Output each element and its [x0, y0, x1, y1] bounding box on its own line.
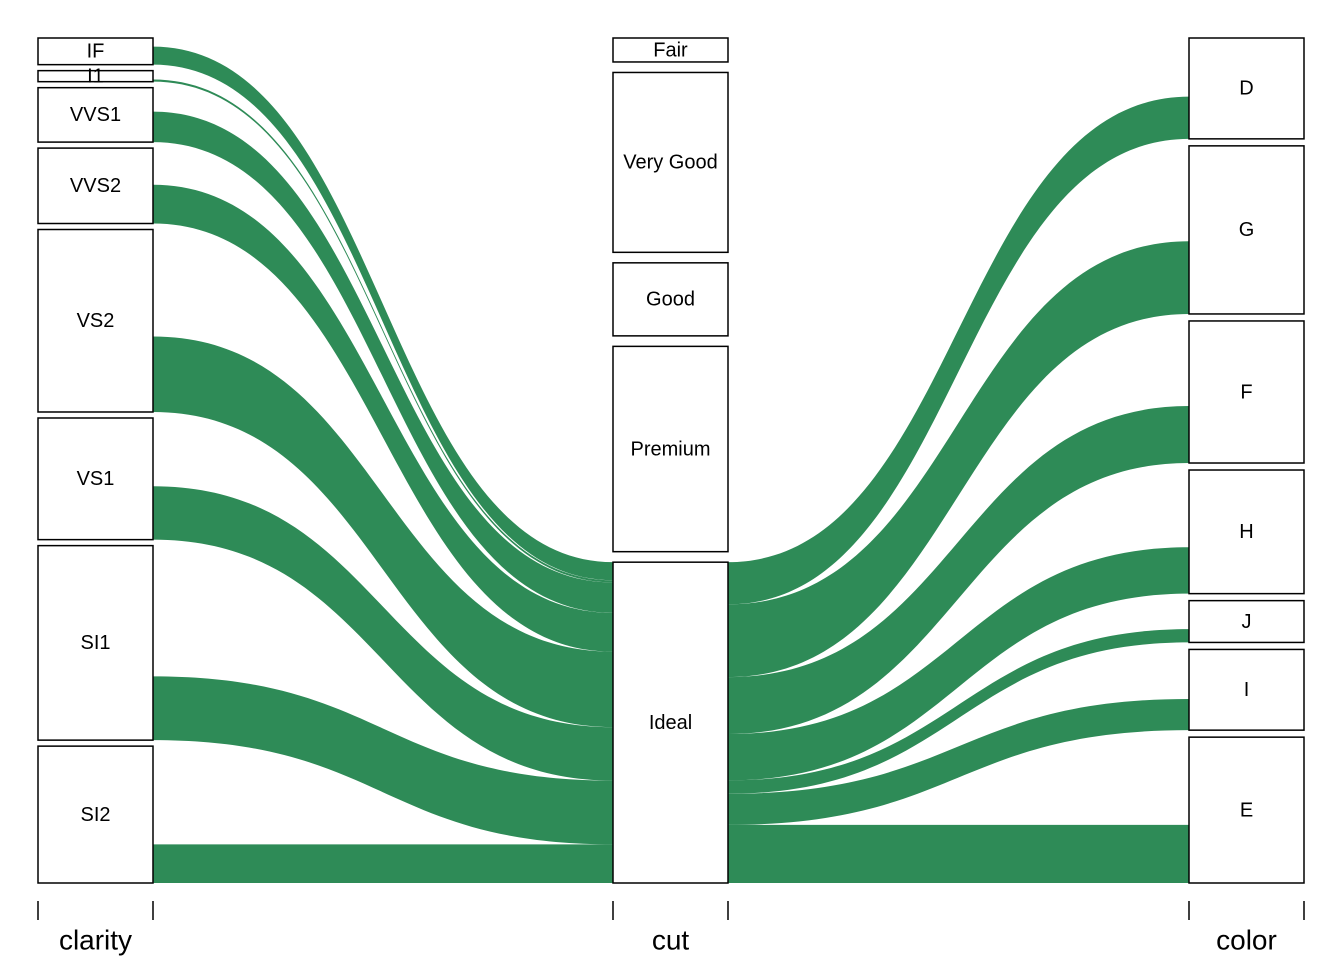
stratum-label: F — [1240, 381, 1252, 403]
stratum — [1188, 145, 1305, 315]
stratum-label: I — [1244, 679, 1250, 701]
stratum — [37, 745, 154, 884]
stratum-label: VVS1 — [70, 104, 121, 126]
stratum-label: SI2 — [80, 804, 110, 826]
stratum — [612, 37, 729, 63]
stratum-label: VVS2 — [70, 175, 121, 197]
stratum-label: VS1 — [77, 468, 115, 490]
stratum — [612, 262, 729, 337]
stratum-label: Very Good — [623, 152, 718, 174]
flow — [153, 46, 613, 581]
stratum-label: IF — [87, 41, 105, 63]
flow — [728, 547, 1189, 781]
stratum-label: Good — [646, 289, 695, 311]
stratum-label: E — [1240, 799, 1253, 821]
stratum — [612, 561, 729, 884]
stratum — [612, 345, 729, 553]
stratum-label: J — [1242, 611, 1252, 633]
axis-label: color — [1216, 924, 1277, 955]
stratum — [612, 71, 729, 254]
stratum-label: Fair — [653, 39, 688, 61]
flow — [728, 824, 1189, 883]
flow — [153, 486, 613, 781]
stratum-label: I1 — [87, 65, 104, 87]
flow — [153, 336, 613, 728]
stratum-label: H — [1239, 521, 1253, 543]
stratum — [1188, 37, 1305, 140]
stratum — [37, 86, 154, 143]
flow — [153, 79, 613, 583]
stratum — [1188, 736, 1305, 884]
stratum-label: G — [1239, 219, 1255, 241]
flow — [728, 629, 1189, 794]
stratum — [37, 37, 154, 66]
axis-label: clarity — [59, 924, 132, 955]
flow — [728, 698, 1189, 825]
stratum-label: D — [1239, 78, 1253, 100]
flow — [153, 111, 613, 613]
stratum — [37, 544, 154, 741]
stratum-label: Ideal — [649, 712, 692, 734]
stratum-label: Premium — [630, 438, 710, 460]
flow — [153, 844, 613, 883]
stratum — [1188, 320, 1305, 464]
stratum — [1188, 599, 1305, 644]
stratum — [37, 147, 154, 225]
stratum — [1188, 469, 1305, 595]
flow — [153, 184, 613, 652]
stratum-label: VS2 — [77, 310, 115, 332]
flow — [728, 241, 1189, 678]
flow — [728, 406, 1189, 735]
axis-label: cut — [652, 924, 690, 955]
flows — [153, 46, 1189, 883]
stratum — [37, 417, 154, 541]
stratum-label: SI1 — [80, 632, 110, 654]
flow — [153, 676, 613, 845]
stratum — [37, 228, 154, 413]
flow — [728, 96, 1189, 605]
stratum — [1188, 648, 1305, 731]
stratum — [37, 69, 154, 83]
